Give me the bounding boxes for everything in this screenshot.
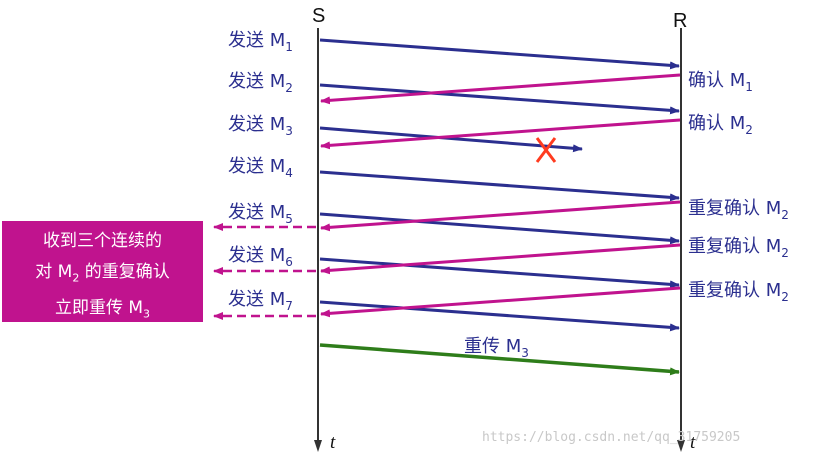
sender-time-label: t <box>330 432 336 453</box>
retransmit-label: 重传 M3 <box>464 336 529 360</box>
receiver-timeline-arrow <box>677 440 685 452</box>
callout-line-2: 对 M2 的重复确认 <box>35 262 170 285</box>
receiver-time-label: t <box>690 432 696 453</box>
receiver-label: R <box>673 10 687 32</box>
send-label-m5: 发送 M5 <box>228 202 293 226</box>
watermark: https://blog.csdn.net/qq_31759205 <box>482 430 741 445</box>
send-label-m1: 发送 M1 <box>228 30 293 54</box>
dup-ack-arrow-3 <box>320 286 681 318</box>
data-arrow-m2 <box>319 83 680 115</box>
dup-ack-label-2: 重复确认 M2 <box>688 236 789 260</box>
send-label-m3: 发送 M3 <box>228 114 293 138</box>
data-arrow-m7 <box>319 300 680 332</box>
fast-retransmit-callout: 收到三个连续的 对 M2 的重复确认 立即重传 M3 <box>2 221 203 322</box>
ack-label-m1: 确认 M1 <box>688 70 753 94</box>
send-label-m6: 发送 M6 <box>228 245 293 269</box>
ack-label-m2: 确认 M2 <box>688 113 753 137</box>
callout-line-1: 收到三个连续的 <box>43 231 162 251</box>
dup-ack-label-1: 重复确认 M2 <box>688 198 789 222</box>
data-arrow-m6 <box>319 257 680 289</box>
ack-arrow-m1 <box>320 73 681 105</box>
dup-ack-arrow-1 <box>320 200 681 232</box>
callout-line-3: 立即重传 M3 <box>54 298 151 321</box>
data-arrow-m5 <box>319 212 680 245</box>
send-label-m4: 发送 M4 <box>228 156 293 180</box>
dup-ack-label-3: 重复确认 M2 <box>688 280 789 304</box>
ack-arrow-m2 <box>320 118 681 150</box>
data-arrow-m3-lost <box>319 126 583 153</box>
data-arrow-m4 <box>319 170 680 202</box>
send-label-m7: 发送 M7 <box>228 289 293 313</box>
sender-timeline-arrow <box>314 440 322 452</box>
send-label-m2: 发送 M2 <box>228 71 293 95</box>
sender-label: S <box>312 5 325 27</box>
lost-packet-x-icon <box>535 137 557 163</box>
retransmit-arrow-m3 <box>319 343 680 376</box>
dup-ack-arrow-2 <box>320 243 681 275</box>
data-arrow-m1 <box>319 38 680 70</box>
